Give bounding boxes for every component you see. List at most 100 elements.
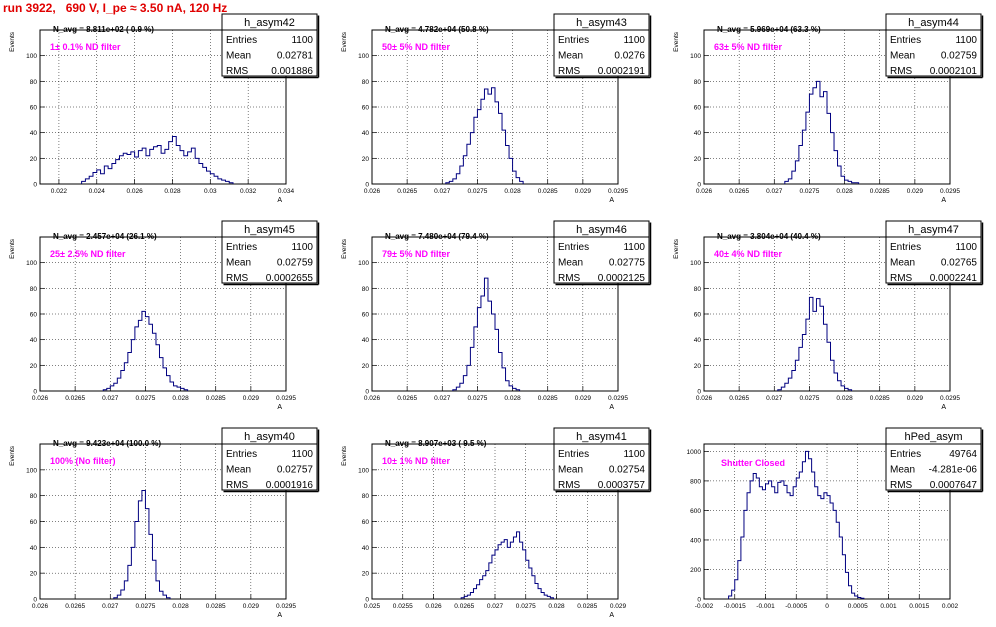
x-axis-title: A [277, 404, 282, 411]
stats-box [553, 13, 650, 77]
navg-label: N_avg = 2.457e+04 (26.1 %) [53, 232, 157, 241]
x-axis-title: A [941, 404, 946, 411]
y-tick-label: 60 [362, 105, 370, 112]
stats-label: Entries [890, 449, 921, 460]
y-tick-label: 20 [30, 156, 38, 163]
x-tick-label: 0.0265 [454, 603, 474, 610]
x-tick-label: 0.026 [696, 395, 713, 402]
navg-label: N_avg = 5.969e+04 (63.3 %) [717, 25, 821, 34]
x-tick-label: 0.0275 [516, 603, 536, 610]
x-tick-label: 0.0275 [799, 395, 819, 402]
stats-label: RMS [226, 480, 249, 491]
x-tick-label: 0.029 [575, 395, 592, 402]
x-axis-title: A [941, 197, 946, 204]
y-tick-label: 600 [690, 508, 701, 515]
x-tick-label: 0.029 [610, 603, 627, 610]
y-tick-label: 40 [362, 337, 370, 344]
stats-value: 49764 [949, 449, 977, 460]
y-tick-label: 200 [690, 567, 701, 574]
y-axis-title: Events [9, 445, 16, 466]
y-axis-title: Events [673, 31, 680, 52]
x-tick-label: 0.0265 [65, 395, 85, 402]
stats-label: Entries [226, 35, 257, 46]
navg-label: N_avg = 4.782e+04 (50.8 %) [385, 25, 489, 34]
x-tick-label: 0.026 [126, 188, 143, 195]
stats-box [885, 220, 982, 284]
y-tick-label: 100 [690, 53, 701, 60]
x-tick-label: 0.0285 [538, 395, 558, 402]
y-tick-label: 40 [362, 545, 370, 552]
y-tick-label: 80 [694, 286, 702, 293]
stats-value: 0.02757 [277, 465, 314, 476]
histogram-h-asym46: 0.026 0.0265 0.027 0.0275 0.028 0.0285 0.029 0.… [341, 220, 652, 411]
x-tick-label: 0.028 [172, 395, 189, 402]
histogram-pad-h-asym45: 0.026 0.0265 0.027 0.0275 0.028 0.0285 0.029 0.… [0, 207, 332, 414]
stats-box [885, 427, 982, 491]
stats-box [221, 13, 318, 77]
y-tick-label: 40 [30, 337, 38, 344]
y-tick-label: 0 [365, 597, 369, 604]
stats-label: Entries [226, 242, 257, 253]
stats-value: 0.02754 [609, 465, 646, 476]
y-tick-label: 40 [694, 337, 702, 344]
x-tick-label: 0.0295 [608, 395, 628, 402]
x-axis-title: A [277, 612, 282, 619]
run-title: run 3922, 690 V, I_pe ≈ 3.50 nA, 120 Hz [3, 1, 228, 15]
y-tick-label: 0 [365, 182, 369, 189]
stats-value: 0.0002655 [266, 273, 314, 284]
histogram-name: h_asym47 [908, 224, 959, 236]
y-tick-label: 60 [362, 519, 370, 526]
x-tick-label: -0.001 [756, 603, 775, 610]
y-tick-label: 20 [362, 363, 370, 370]
x-tick-label: -0.002 [695, 603, 714, 610]
histogram-h-asym47: 0.026 0.0265 0.027 0.0275 0.028 0.0285 0.029 0.… [673, 220, 984, 411]
stats-label: Mean [890, 465, 915, 476]
stats-value: 0.02759 [941, 51, 978, 62]
stats-value: 0.02775 [609, 258, 646, 269]
histogram-name: h_asym42 [244, 17, 295, 29]
x-tick-label: 0.028 [836, 395, 853, 402]
y-tick-label: 40 [694, 130, 702, 137]
stats-value: 0.0276 [614, 51, 645, 62]
histogram-outline [445, 87, 524, 184]
y-tick-label: 20 [362, 156, 370, 163]
y-tick-label: 80 [362, 286, 370, 293]
stats-box [885, 13, 982, 77]
x-tick-label: 0.0285 [206, 395, 226, 402]
filter-label: 1± 0.1% ND filter [50, 42, 121, 52]
y-tick-label: 0 [365, 389, 369, 396]
x-tick-label: 0.026 [425, 603, 442, 610]
y-tick-label: 80 [30, 79, 38, 86]
stats-value: 1100 [623, 449, 645, 460]
stats-label: RMS [226, 66, 249, 77]
y-tick-label: 100 [26, 53, 37, 60]
x-tick-label: 0.025 [364, 603, 381, 610]
histogram-h-asym45: 0.026 0.0265 0.027 0.0275 0.028 0.0285 0.029 0.… [9, 220, 320, 411]
x-tick-label: 0.029 [575, 188, 592, 195]
stats-value: 1100 [291, 35, 313, 46]
x-tick-label: 0.026 [696, 188, 713, 195]
x-tick-label: 0.0295 [276, 395, 296, 402]
y-axis-title: Events [341, 445, 348, 466]
histogram-pad-hped-asym: -0.002 -0.0015 -0.001 -0.0005 0 0.0005 0.001 0.… [664, 414, 996, 622]
x-tick-label: 0.0285 [206, 603, 226, 610]
stats-label: Entries [890, 242, 921, 253]
stats-value: 0.0001916 [266, 480, 314, 491]
x-tick-label: 0.034 [278, 188, 295, 195]
x-tick-label: 0.022 [51, 188, 68, 195]
x-axis-title: A [609, 404, 614, 411]
stats-value: 1100 [623, 242, 645, 253]
y-tick-label: 40 [30, 545, 38, 552]
histogram-outline [102, 310, 189, 391]
stats-label: Entries [558, 242, 589, 253]
histogram-outline [784, 80, 860, 184]
stats-value: 0.0002125 [598, 273, 646, 284]
x-tick-label: 0.028 [504, 395, 521, 402]
y-tick-label: 800 [690, 478, 701, 485]
x-tick-label: 0.026 [32, 603, 49, 610]
y-tick-label: 0 [33, 597, 37, 604]
x-tick-label: 0.0265 [397, 395, 417, 402]
x-tick-label: 0.027 [434, 188, 451, 195]
stats-value: 0.0002101 [930, 66, 978, 77]
x-tick-label: 0.0255 [393, 603, 413, 610]
